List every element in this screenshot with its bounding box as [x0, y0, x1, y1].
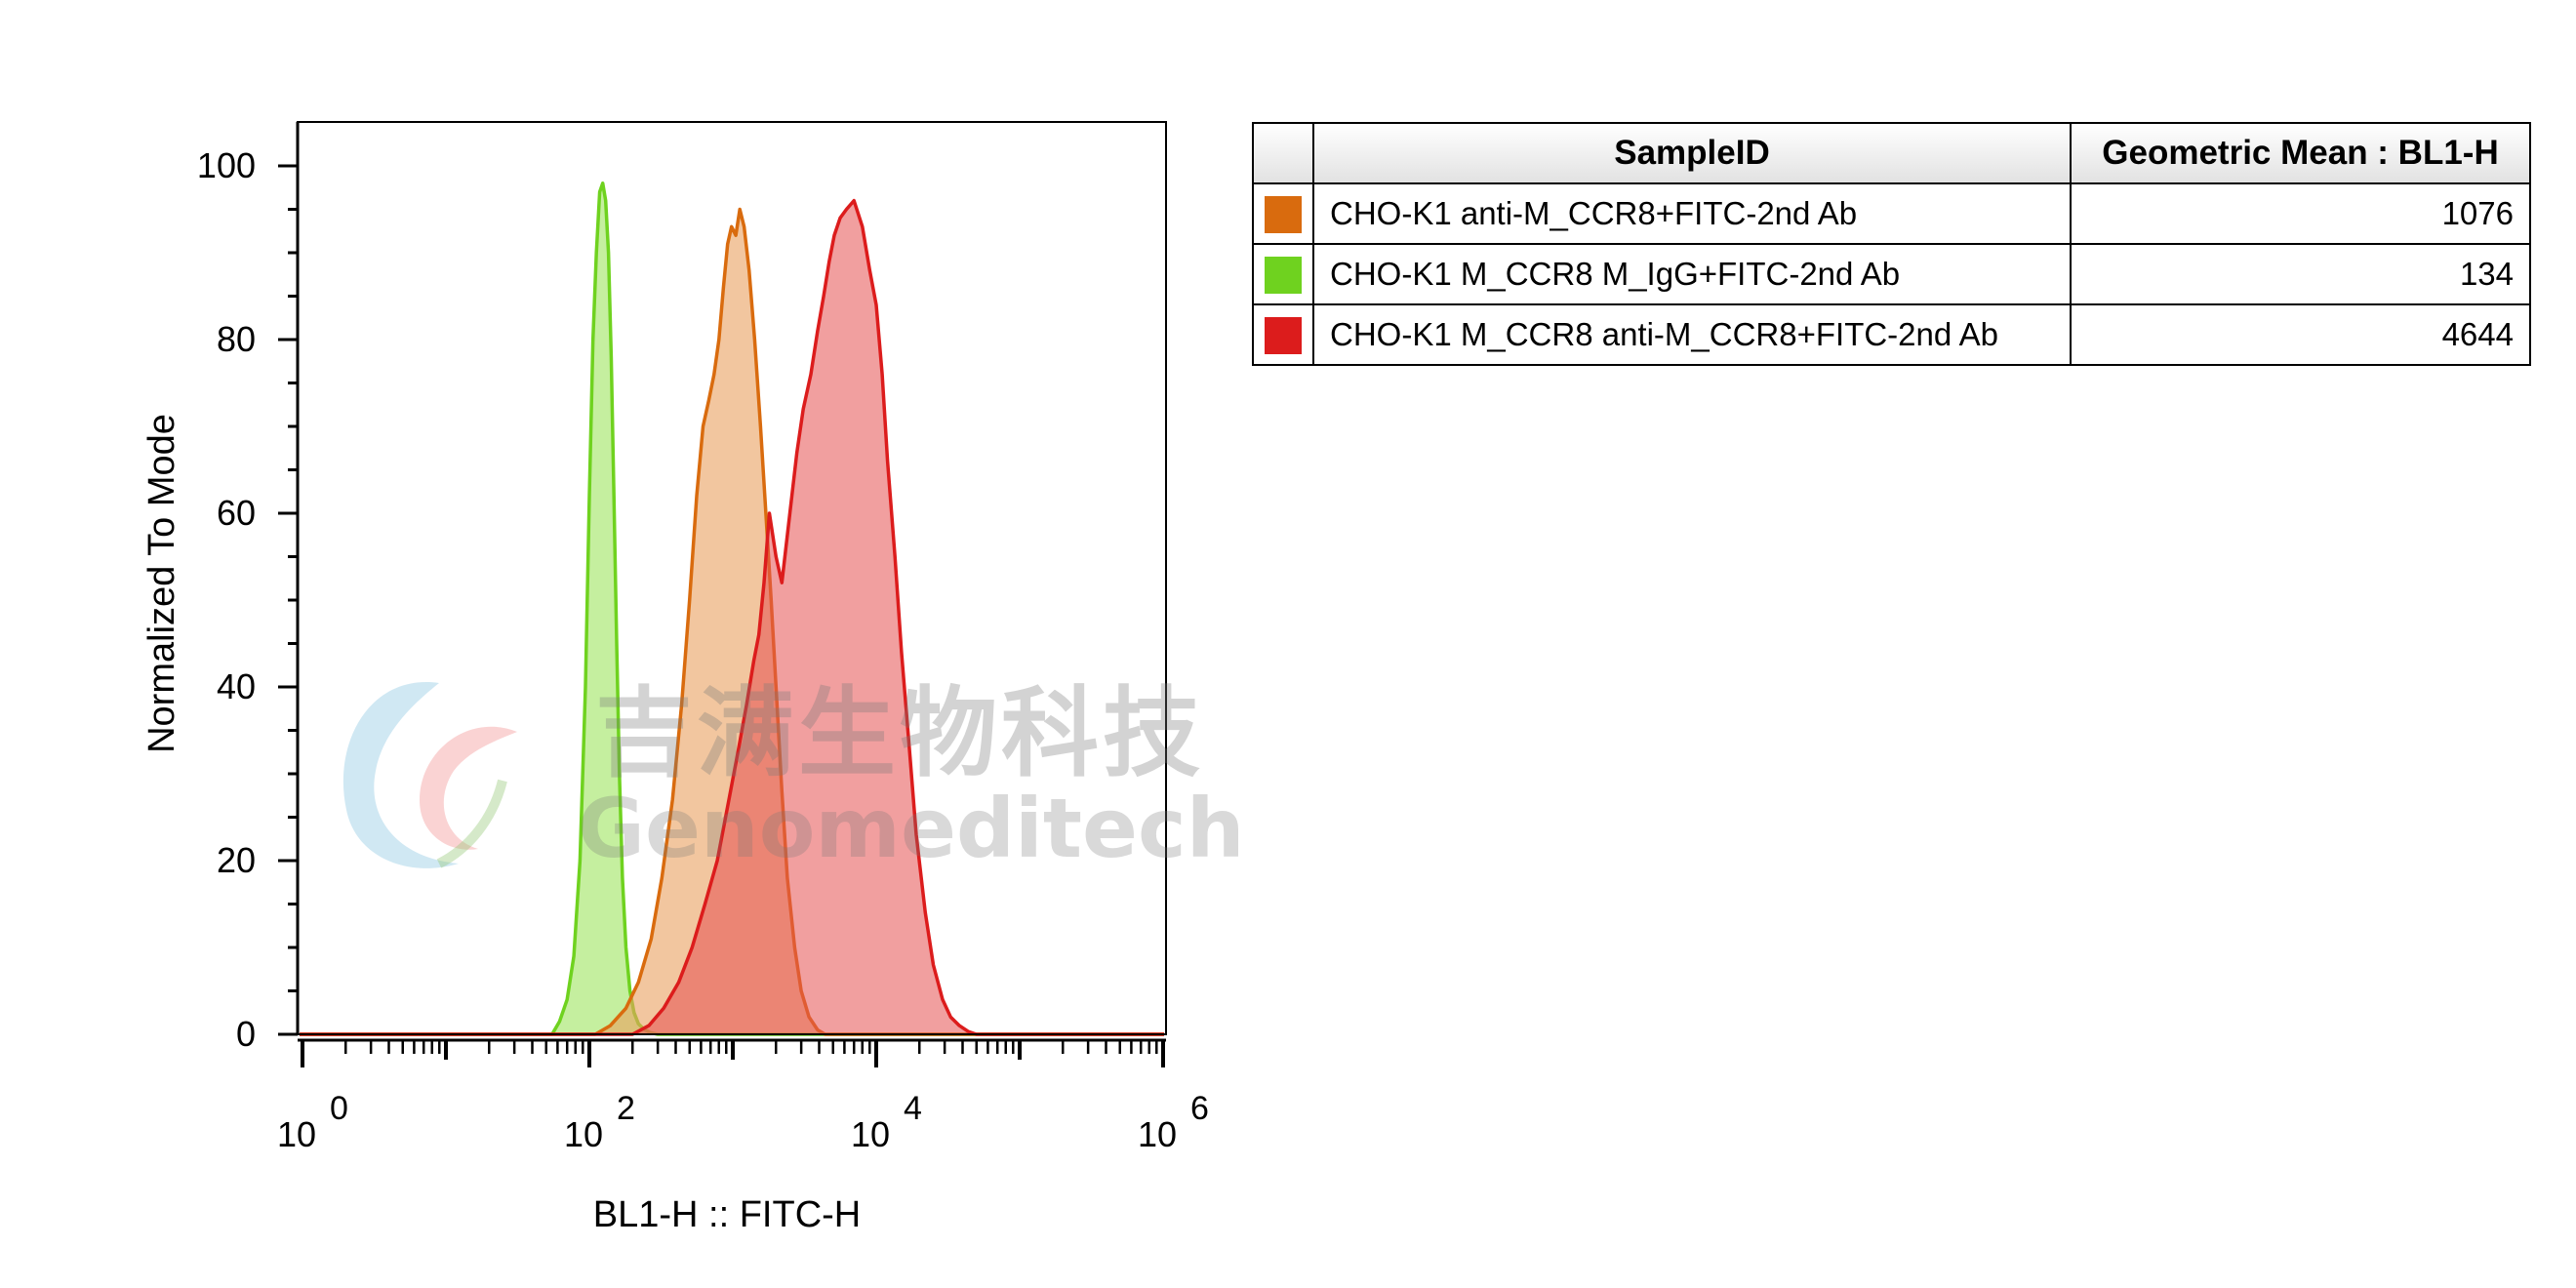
x-tick-label-exponent: 6: [1190, 1090, 1209, 1127]
series-area-1: [300, 209, 1164, 1034]
y-axis: 0 20 40 60 80 100: [197, 122, 300, 1054]
legend-row: CHO-K1 anti-M_CCR8+FITC-2nd Ab 1076: [1252, 182, 2531, 245]
x-tick-label-exponent: 0: [330, 1090, 348, 1127]
legend-geomean-value: 134: [2070, 243, 2531, 305]
legend-swatch-orange: [1265, 196, 1302, 234]
legend-header-geomean: Geometric Mean : BL1-H: [2070, 122, 2531, 184]
series-area-2: [300, 200, 1164, 1035]
x-axis-label: BL1-H :: FITC-H: [593, 1194, 861, 1235]
x-tick-label-exponent: 4: [904, 1090, 922, 1127]
legend-geomean-value: 1076: [2070, 182, 2531, 245]
legend-row: CHO-K1 M_CCR8 anti-M_CCR8+FITC-2nd Ab 46…: [1252, 303, 2531, 366]
x-tick-label-base: 10: [1138, 1114, 1177, 1154]
x-axis: 10 0 10 2 10 4 10 6: [277, 1038, 1209, 1154]
y-tick-label: 0: [236, 1014, 256, 1054]
legend-sample-name: CHO-K1 anti-M_CCR8+FITC-2nd Ab: [1312, 182, 2072, 245]
y-tick-label: 100: [197, 145, 256, 185]
y-tick-label: 80: [217, 319, 256, 359]
x-tick-label-base: 10: [851, 1114, 890, 1154]
legend-header-row: SampleID Geometric Mean : BL1-H: [1252, 122, 2531, 184]
legend-header-sampleid: SampleID: [1312, 122, 2072, 184]
legend-row: CHO-K1 M_CCR8 M_IgG+FITC-2nd Ab 134: [1252, 243, 2531, 305]
x-tick-label-base: 10: [564, 1114, 603, 1154]
legend-swatch-green: [1265, 257, 1302, 295]
series-layer: [300, 181, 1164, 1036]
legend-table: SampleID Geometric Mean : BL1-H CHO-K1 a…: [1252, 122, 2531, 366]
x-tick-label-exponent: 2: [617, 1090, 635, 1127]
legend-geomean-value: 4644: [2070, 303, 2531, 366]
x-tick-label-base: 10: [277, 1114, 316, 1154]
legend-header-swatch: [1252, 122, 1314, 184]
legend-swatch-red: [1265, 317, 1302, 355]
series-line-2: [300, 198, 1164, 1036]
y-axis-label: Normalized To Mode: [141, 414, 182, 753]
y-tick-label: 60: [217, 493, 256, 533]
legend-sample-name: CHO-K1 M_CCR8 M_IgG+FITC-2nd Ab: [1312, 243, 2072, 305]
y-tick-label: 40: [217, 666, 256, 706]
legend-sample-name: CHO-K1 M_CCR8 anti-M_CCR8+FITC-2nd Ab: [1312, 303, 2072, 366]
y-tick-label: 20: [217, 840, 256, 880]
